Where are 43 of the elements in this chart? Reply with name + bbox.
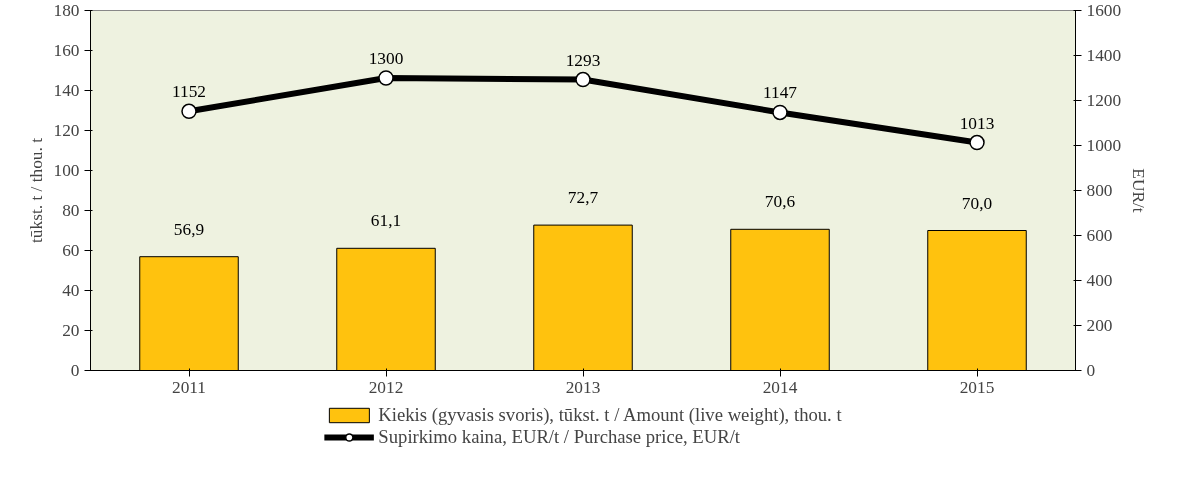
data-label: 56,9 [173,219,205,239]
y2-tick-label: 1600 [1086,1,1122,20]
data-label: 1152 [171,82,207,102]
legend-label: Supirkimo kaina, EUR/t / Purchase price, EUR/t [378,426,741,448]
x-tick-label: 2015 [959,377,995,397]
y2-tick-label: 0 [1086,361,1096,380]
data-label: 1293 [565,50,601,70]
y2-tick-label: 1400 [1086,46,1122,65]
y2-tick-label: 800 [1086,181,1113,200]
x-tick-label: 2011 [171,377,207,397]
y-tick-label: 160 [53,41,80,60]
y-tick-label: 80 [62,201,80,220]
x-tick-label: 2013 [565,377,601,397]
y-tick-label: 180 [53,1,80,20]
x-tick-label: 2014 [762,377,798,397]
y-tick-label: 60 [62,241,80,260]
data-label: 61,1 [370,211,402,231]
y-axis-title: tūkst. t / thou. t [26,137,46,243]
point [378,70,394,86]
data-label: 70,6 [764,192,796,212]
point [181,103,197,120]
y2-tick-label: 200 [1086,316,1113,335]
legend-label: Kiekis (gyvasis svoris), tūkst. t / Amount (live weight), thou. t [378,404,842,426]
y2-tick-label: 1200 [1086,91,1122,110]
y2-tick-label: 400 [1086,271,1113,290]
y-tick-label: 0 [70,361,80,380]
x-tick-label: 2012 [368,377,404,397]
data-label: 1300 [368,49,404,68]
point [575,71,591,88]
data-label: 70,0 [961,193,993,213]
data-label: 72,7 [567,188,599,208]
point [969,134,985,151]
y-tick-label: 40 [62,281,80,300]
y-tick-label: 100 [53,161,80,180]
y2-tick-label: 1000 [1086,136,1122,155]
y2-tick-label: 600 [1086,226,1113,245]
data-label: 1013 [959,113,995,133]
y-tick-label: 120 [53,121,80,140]
point [772,104,788,121]
y-tick-label: 140 [53,81,80,100]
data-label: 1147 [762,83,798,103]
y2-axis-title: EUR/t [1129,168,1149,213]
y-tick-label: 20 [62,321,80,340]
